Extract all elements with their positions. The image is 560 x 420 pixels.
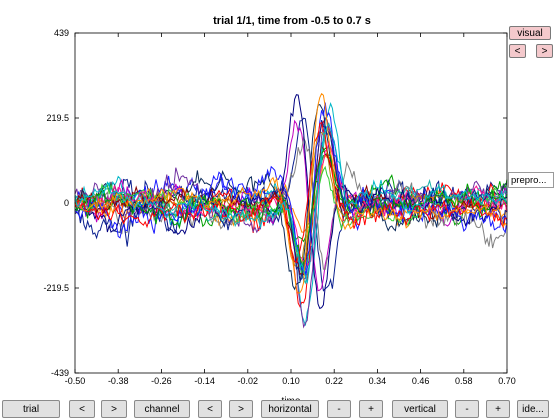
signal-trace <box>74 102 508 275</box>
vertical-button[interactable]: vertical <box>392 400 448 418</box>
horizontal-minus-button[interactable]: - <box>327 400 351 418</box>
identify-button[interactable]: ide... <box>517 400 549 418</box>
x-tick-label: -0.14 <box>194 376 215 386</box>
y-tick-label: 0 <box>64 198 69 208</box>
x-tick-label: 0.34 <box>369 376 387 386</box>
x-tick-label: -0.26 <box>151 376 172 386</box>
trial-button[interactable]: trial <box>2 400 60 418</box>
axes-box <box>74 32 508 374</box>
y-tick-label: -439 <box>51 368 69 378</box>
x-tick-label: 0.46 <box>412 376 430 386</box>
chart-title: trial 1/1, time from -0.5 to 0.7 s <box>213 15 371 27</box>
x-tick-label: -0.50 <box>65 376 86 386</box>
horizontal-button[interactable]: horizontal <box>261 400 319 418</box>
x-tick-label: -0.02 <box>238 376 259 386</box>
x-tick-label: 0.70 <box>498 376 516 386</box>
x-tick-label: -0.38 <box>108 376 129 386</box>
y-tick-label: -219.5 <box>43 283 69 293</box>
channel-button[interactable]: channel <box>134 400 190 418</box>
signal-trace <box>74 121 508 264</box>
preprocessing-label: prepro... <box>508 172 554 188</box>
y-tick-label: 219.5 <box>46 113 69 123</box>
next-button[interactable]: > <box>536 44 553 58</box>
vertical-minus-button[interactable]: - <box>455 400 479 418</box>
x-tick-label: 0.22 <box>325 376 343 386</box>
axes: -0.50 -0.38 -0.26 -0.14 -0.02 0.10 0.22 0.34 0.4… <box>43 28 515 386</box>
visual-button[interactable]: visual <box>509 26 551 40</box>
channel-next-button[interactable]: > <box>229 400 253 418</box>
channel-prev-button[interactable]: < <box>198 400 222 418</box>
x-tick-label: 0.58 <box>455 376 473 386</box>
x-tick-label: 0.10 <box>282 376 300 386</box>
trial-next-button[interactable]: > <box>101 400 127 418</box>
horizontal-plus-button[interactable]: + <box>359 400 383 418</box>
signal-trace <box>74 119 508 283</box>
y-tick-label: 439 <box>54 28 69 38</box>
vertical-plus-button[interactable]: + <box>486 400 510 418</box>
trial-prev-button[interactable]: < <box>69 400 95 418</box>
signal-traces <box>74 92 508 329</box>
signal-trace <box>74 103 508 291</box>
signal-trace <box>74 122 508 284</box>
prev-button[interactable]: < <box>509 44 526 58</box>
